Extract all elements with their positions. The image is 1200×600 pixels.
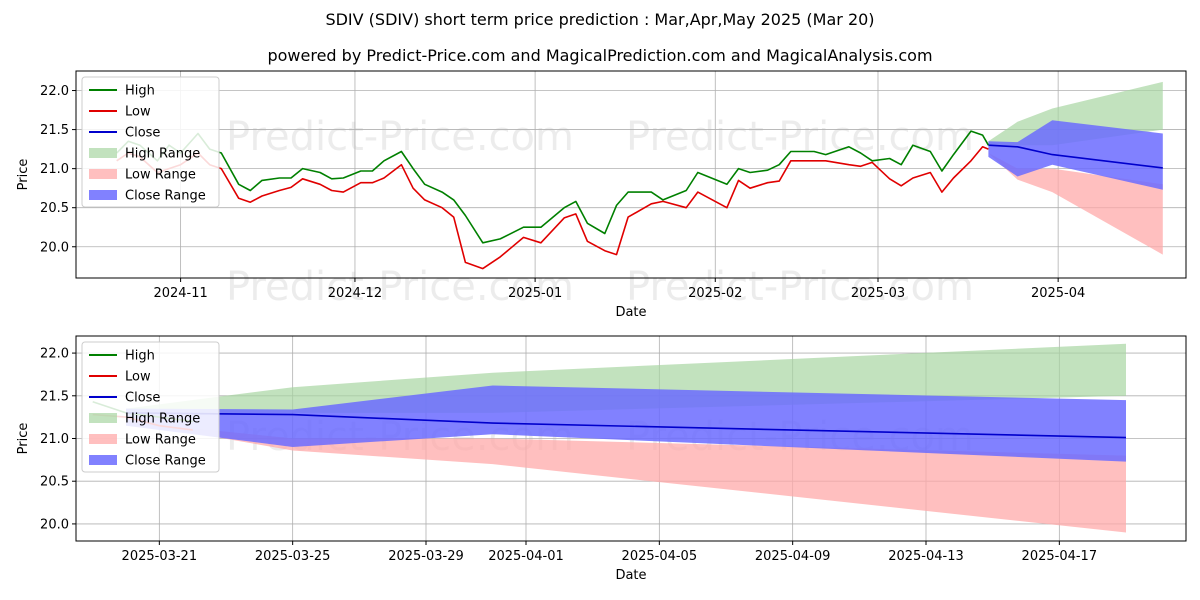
close-range-band xyxy=(988,120,1163,190)
legend-swatch xyxy=(89,148,117,158)
x-axis-label: Date xyxy=(615,305,646,320)
y-tick-label: 20.0 xyxy=(40,240,69,255)
low-series-line xyxy=(116,146,989,270)
legend-entry: Low Range xyxy=(125,168,196,183)
plot-area xyxy=(116,81,1163,270)
close-series-line xyxy=(988,144,1163,169)
high-series-line xyxy=(116,130,990,244)
legend-entry: Close Range xyxy=(125,454,206,469)
legend-entry: Close Range xyxy=(125,189,206,204)
x-tick-label: 2025-04-01 xyxy=(488,549,564,564)
close-range-band xyxy=(126,385,1126,462)
x-tick-label: 2024-11 xyxy=(153,286,207,301)
legend-entry: High Range xyxy=(125,147,200,162)
chart-title: SDIV (SDIV) short term price prediction … xyxy=(325,10,874,29)
x-tick-label: 2025-03 xyxy=(851,286,905,301)
plot-area xyxy=(92,343,1127,533)
chart-subtitle: powered by Predict-Price.com and Magical… xyxy=(267,46,932,65)
x-tick-label: 2024-12 xyxy=(328,286,382,301)
y-tick-label: 20.0 xyxy=(40,517,69,532)
legend-entry: High xyxy=(125,349,155,364)
legend: High Low Close High Range Low Range Close Ran… xyxy=(81,76,220,208)
x-tick-label: 2025-04-09 xyxy=(755,549,831,564)
legend-entry: Close xyxy=(125,126,160,141)
x-tick-label: 2025-04 xyxy=(1031,286,1085,301)
x-tick-label: 2025-02 xyxy=(688,286,742,301)
x-tick-label: 2025-04-17 xyxy=(1022,549,1098,564)
y-tick-label: 22.0 xyxy=(40,84,69,99)
y-tick-label: 21.0 xyxy=(40,162,69,177)
x-tick-label: 2025-01 xyxy=(508,286,562,301)
x-tick-label: 2025-04-05 xyxy=(622,549,698,564)
bottom-panel: Predict-Price.comPredict-Price.com2025-0… xyxy=(16,335,1187,583)
y-tick-label: 21.5 xyxy=(40,123,69,138)
y-tick-label: 22.0 xyxy=(40,347,69,362)
watermark-text: Predict-Price.com xyxy=(226,264,574,310)
x-tick-label: 2025-03-25 xyxy=(255,549,331,564)
legend-entry: Low Range xyxy=(125,433,196,448)
y-tick-label: 21.0 xyxy=(40,432,69,447)
legend-entry: Close xyxy=(125,391,160,406)
legend-swatch xyxy=(89,455,117,465)
y-tick-label: 20.5 xyxy=(40,201,69,216)
y-axis-label: Price xyxy=(16,423,31,455)
x-tick-label: 2025-03-21 xyxy=(122,549,198,564)
x-tick-label: 2025-03-29 xyxy=(388,549,464,564)
top-panel: Predict-Price.com Predict-Price.com Predic… xyxy=(16,70,1187,320)
legend-swatch xyxy=(89,190,117,200)
y-tick-label: 20.5 xyxy=(40,475,69,490)
x-tick-label: 2025-04-13 xyxy=(888,549,964,564)
legend-swatch xyxy=(89,434,117,444)
x-axis-label: Date xyxy=(615,568,646,583)
axes-frame xyxy=(75,70,1187,279)
legend-entry: High xyxy=(125,84,155,99)
legend-entry: Low xyxy=(125,370,151,385)
legend-entry: High Range xyxy=(125,412,200,427)
legend-swatch xyxy=(89,413,117,423)
legend: High Low Close High Range Low Range Close Ran… xyxy=(81,341,220,473)
y-axis-label: Price xyxy=(16,159,31,191)
watermark-text: Predict-Price.com xyxy=(626,114,974,160)
legend-entry: Low xyxy=(125,105,151,120)
y-tick-label: 21.5 xyxy=(40,389,69,404)
watermark-text: Predict-Price.com xyxy=(626,264,974,310)
legend-swatch xyxy=(89,169,117,179)
